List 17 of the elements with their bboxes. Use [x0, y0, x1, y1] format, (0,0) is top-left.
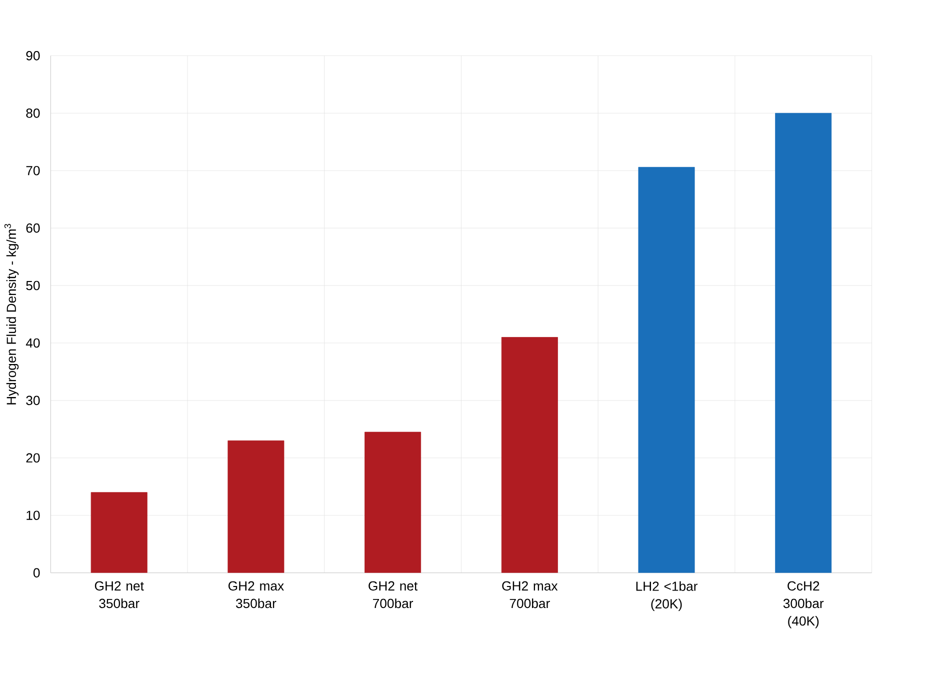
- y-tick-label: 0: [33, 568, 40, 578]
- y-tick-label: 20: [26, 453, 40, 462]
- x-tick-label: LH2 <1bar (20K): [636, 581, 698, 612]
- y-tick-label: 40: [26, 338, 40, 348]
- y-tick-label: 10: [26, 510, 40, 520]
- y-tick-label: 50: [26, 280, 40, 290]
- y-tick-label: 90: [26, 51, 40, 60]
- y-axis-title: Hydrogen Fluid Density - kg/m$^{3}$: [4, 224, 19, 404]
- x-tick-label: GH2 max 700bar: [502, 581, 558, 608]
- y-tick-label: 30: [26, 396, 40, 406]
- x-tick-label: GH2 net 700bar: [368, 581, 418, 608]
- y-tick-label: 70: [26, 166, 40, 176]
- y-tick-label: 80: [26, 108, 40, 118]
- x-tick-label: GH2 max 350bar: [228, 581, 284, 608]
- y-tick-label: 60: [26, 223, 40, 233]
- x-tick-label: GH2 net 350bar: [94, 581, 144, 608]
- x-tick-label: CcH2 300bar (40K): [783, 581, 824, 628]
